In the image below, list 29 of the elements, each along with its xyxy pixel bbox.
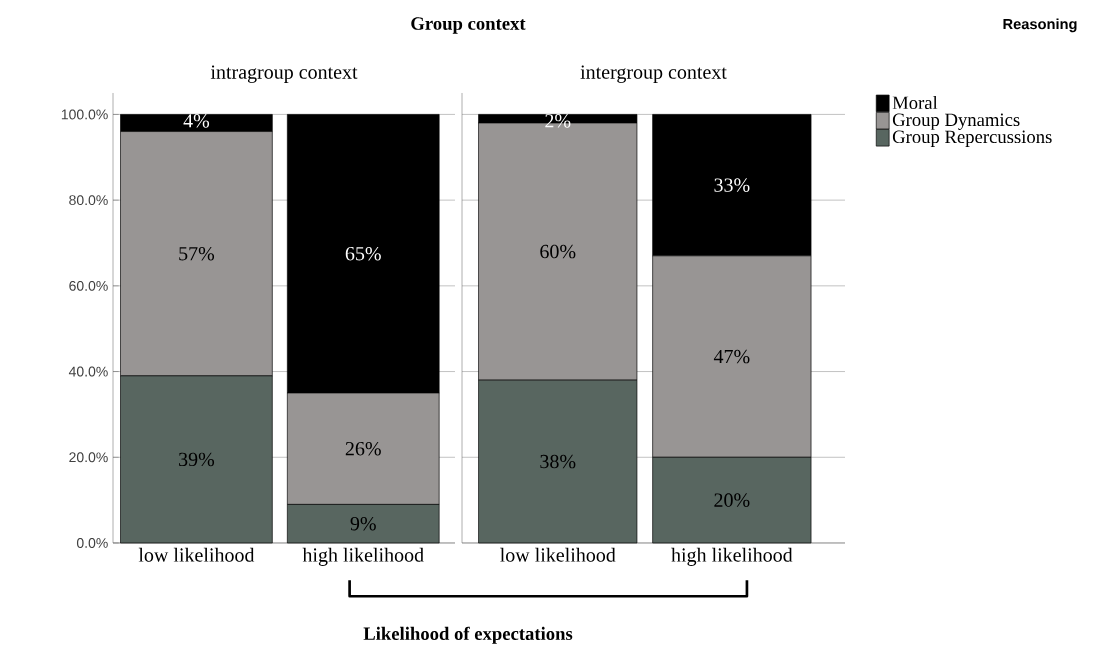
data-label: 26%	[345, 441, 381, 456]
data-label: 38%	[540, 454, 576, 469]
data-label: 57%	[179, 246, 215, 261]
legend-label: Moral	[892, 95, 938, 110]
chart-subtitle: intergroup context	[580, 65, 727, 83]
x-tick-label: high likelihood	[671, 547, 793, 566]
y-tick-label: 40.0%	[68, 366, 108, 377]
y-tick-label: 80.0%	[69, 195, 108, 206]
data-label: 33%	[714, 178, 750, 192]
y-tick-label: 0.0%	[76, 538, 108, 548]
x-tick-label: high likelihood	[302, 547, 424, 566]
legend-label: Group Dynamics	[892, 113, 1020, 130]
chart-subtitle: intragroup context	[210, 65, 358, 83]
legend-label: Group Repercussions	[892, 130, 1052, 147]
x-tick-label: low likelihood	[138, 547, 255, 562]
y-tick-label: 60.0%	[69, 280, 108, 291]
data-label: 60%	[540, 244, 576, 259]
data-label: 65%	[345, 246, 381, 261]
legend-title: Reasoning	[1003, 18, 1077, 33]
chart-title: Group context	[411, 17, 526, 34]
data-label: 9%	[350, 516, 376, 531]
data-label: 20%	[714, 493, 750, 507]
x-tick-label: low likelihood	[500, 547, 616, 562]
x-axis-title: Likelihood of expectations	[363, 626, 573, 644]
y-tick-label: 100.0%	[61, 109, 108, 120]
data-label: 47%	[713, 349, 750, 364]
data-label: 4%	[183, 114, 210, 128]
y-tick-label: 20.0%	[69, 452, 108, 463]
data-label: 39%	[179, 452, 215, 467]
